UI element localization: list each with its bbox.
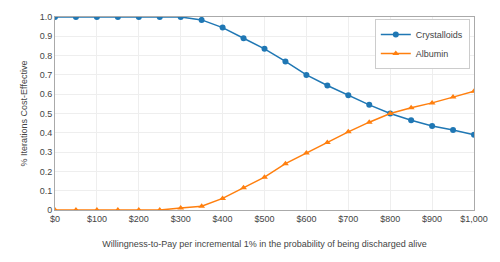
- svg-text:Albumin: Albumin: [416, 49, 449, 59]
- svg-text:0.5: 0.5: [40, 109, 53, 119]
- svg-text:$700: $700: [338, 214, 358, 224]
- svg-text:0.3: 0.3: [40, 147, 53, 157]
- svg-text:$500: $500: [254, 214, 274, 224]
- svg-text:$1,000: $1,000: [460, 214, 488, 224]
- svg-text:$600: $600: [296, 214, 316, 224]
- svg-text:0.1: 0.1: [40, 186, 53, 196]
- svg-text:0.2: 0.2: [40, 167, 53, 177]
- svg-text:Crystalloids: Crystalloids: [416, 30, 463, 40]
- svg-text:0.4: 0.4: [40, 128, 53, 138]
- svg-text:$0: $0: [50, 214, 60, 224]
- svg-text:1.0: 1.0: [40, 12, 53, 22]
- svg-text:0.7: 0.7: [40, 70, 53, 80]
- svg-text:$300: $300: [171, 214, 191, 224]
- svg-text:0.6: 0.6: [40, 89, 53, 99]
- svg-text:$800: $800: [380, 214, 400, 224]
- svg-text:% Iterations Cost-Effective: % Iterations Cost-Effective: [19, 61, 29, 167]
- svg-text:$100: $100: [87, 214, 107, 224]
- svg-text:$900: $900: [422, 214, 442, 224]
- svg-text:0: 0: [47, 205, 52, 215]
- svg-text:0.9: 0.9: [40, 31, 53, 41]
- svg-text:$200: $200: [129, 214, 149, 224]
- svg-text:$400: $400: [213, 214, 233, 224]
- svg-text:0.8: 0.8: [40, 51, 53, 61]
- svg-text:Willingness-to-Pay per increme: Willingness-to-Pay per incremental 1% in…: [102, 239, 427, 249]
